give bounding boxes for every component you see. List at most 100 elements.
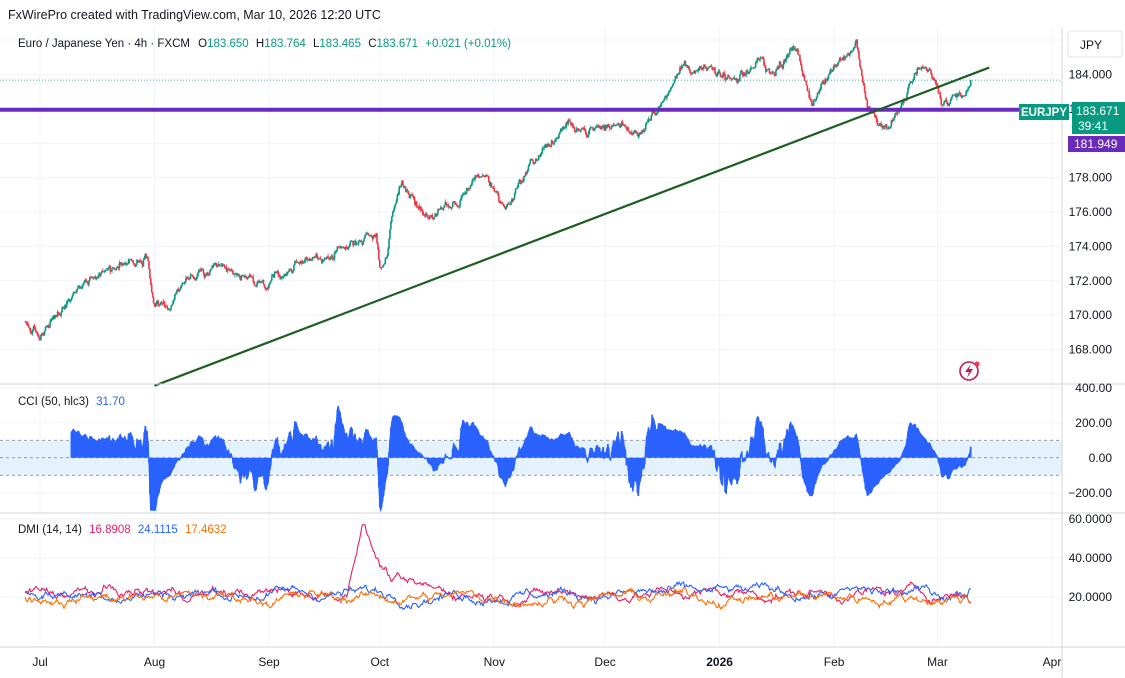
candle-body [193,277,196,280]
candle-body [106,269,109,271]
candle-body [662,100,665,103]
candle-body [483,175,485,177]
candle-body [891,120,894,122]
candle-body [53,316,55,319]
candle-body [231,270,233,272]
candle-body [738,80,740,82]
candle-body [234,273,236,275]
candle-body [589,127,592,130]
candle-body [885,124,888,128]
candle-body [102,271,105,273]
candle-body [187,278,190,279]
candle-body [896,111,899,114]
candle-body [319,258,322,260]
candle-body [791,46,794,51]
candle-body [821,81,823,84]
candle-body [747,71,750,74]
candle-body [443,204,446,208]
candle-body [79,287,82,289]
candle-body [777,66,780,69]
candle-body [136,259,138,265]
candle-body [841,59,844,60]
candle-body [895,113,897,115]
candle-body [328,257,330,260]
candle-body [616,124,618,126]
candle-body [220,264,222,266]
candle-body [755,61,758,63]
candle-body [127,259,130,264]
candle-body [43,330,46,335]
candle-body [29,329,32,334]
candle-body [967,88,969,91]
candle-body [185,277,187,282]
candle-body [158,304,160,306]
candle-body [100,272,102,276]
candle-body [773,71,775,75]
candle-body [30,333,33,335]
candle-body [222,264,225,266]
candle-body [745,70,748,75]
candle-body [114,269,117,271]
candle-body [628,130,630,133]
dmi-minus-line [24,580,971,611]
candle-body [631,132,633,135]
candle-body [743,73,746,76]
candle-body [159,303,161,306]
candle-body [843,56,846,60]
candle-body [732,77,735,80]
candle-body [717,70,720,72]
dmi-legend[interactable]: DMI (14, 14) 16.8908 24.1115 17.4632 [18,524,227,536]
candle-body [208,274,210,276]
cci-legend[interactable]: CCI (50, hlc3) 31.70 [18,396,125,408]
candle-body [731,77,734,79]
candle-body [70,298,73,301]
candle-body [489,182,492,186]
candle-body [576,128,579,130]
candle-body [684,61,687,66]
candle-body [113,267,115,269]
candle-body [258,281,260,282]
candle-body [643,130,645,132]
candle-body [366,233,368,235]
candle-body [922,67,925,69]
candle-body [125,262,127,265]
candle-body [776,69,778,71]
candle-body [926,69,929,72]
candle-body [604,125,606,131]
candle-body [257,281,259,284]
candle-body [109,266,111,272]
candle-body [802,75,805,77]
lightning-icon[interactable] [959,361,980,381]
candle-body [826,77,829,81]
candle-body [535,158,538,161]
candle-body [401,180,403,186]
candle-body [960,96,963,98]
candle-body [50,319,52,322]
dmi-minus-value: 24.1115 [138,524,178,536]
candle-body [719,73,722,77]
candle-body [820,83,822,90]
candle-body [506,204,509,207]
currency-button[interactable]: JPY [1067,30,1123,58]
candle-body [553,141,556,144]
candle-body [605,125,607,128]
candle-body [204,275,207,278]
candle-body [53,315,56,319]
low-label: L [313,38,320,50]
candle-body [769,73,772,74]
candle-body [952,94,955,96]
candle-body [294,261,296,266]
candle-body [790,48,793,51]
candle-body [535,158,537,163]
candle-body [250,276,253,278]
candle-body [890,120,893,127]
candle-body [263,284,266,288]
candle-body [331,256,334,260]
badge-price: 183.671 [1076,104,1120,118]
candle-body [440,207,443,209]
candle-body [58,313,61,315]
candle-body [494,191,497,193]
symbol-legend[interactable]: Euro / Japanese Yen · 4h · FXCM O183.650… [18,38,511,50]
candle-body [530,159,533,160]
